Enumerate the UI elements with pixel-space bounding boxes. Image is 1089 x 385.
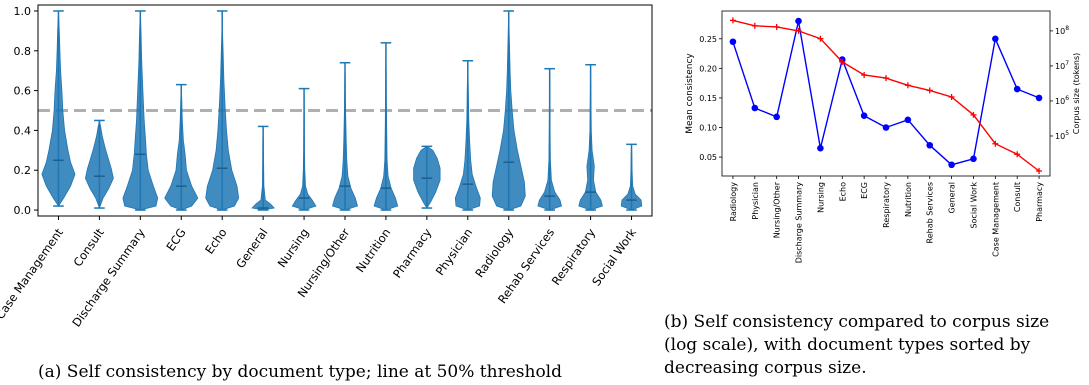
point-nursing — [817, 144, 824, 152]
point-nursing-other — [773, 113, 780, 121]
y-tick-label-left: 0.10 — [699, 124, 717, 133]
line-chart-panel: 0.05 0.10 0.15 0.20 0.25 105 106 107 108 Radiol… — [664, 10, 1081, 378]
caption-b-line-3: decreasing corpus size. — [664, 358, 867, 378]
x-tick-label-b: Echo — [838, 182, 847, 202]
point-physician — [751, 104, 759, 112]
x-tick-label: Discharge Summary — [69, 226, 148, 330]
x-tick-label-b: Nutrition — [904, 182, 913, 217]
x-tick-label-b: ECG — [860, 182, 869, 199]
y-tick-label: 0.6 — [14, 85, 32, 98]
x-tick-label-b: Radiology — [729, 182, 738, 222]
y-tick-label-right: 108 — [1055, 25, 1069, 36]
y-tick-label-left: 0.20 — [699, 64, 717, 73]
x-tick-label-b: Social Work — [969, 182, 978, 229]
y-axis-label-right: Corpus size (tokens) — [1072, 53, 1081, 134]
point-consult — [1013, 85, 1021, 93]
x-tick-label: Physician — [433, 226, 475, 278]
x-tick-label: Nutrition — [353, 226, 393, 275]
y-tick-label: 0.4 — [14, 124, 32, 137]
point-rehab-services — [926, 141, 934, 149]
x-tick-label-b: Physician — [751, 182, 760, 220]
x-tick-label-b: Nursing/Other — [773, 181, 782, 238]
x-tick-label: Pharmacy — [390, 226, 434, 281]
y-tick-label: 0.0 — [14, 204, 32, 217]
x-tick-label-b: Consult — [1013, 182, 1022, 212]
violins-group — [41, 10, 643, 211]
y-tick-exponent-right: 6 — [1065, 95, 1069, 102]
y-tick-label: 0.2 — [14, 164, 32, 177]
x-tick-label: Radiology — [472, 226, 516, 281]
x-axis-ticks-b: Radiology Physician Nursing/Other Discharge… — [729, 176, 1044, 263]
y-tick-label-right: 105 — [1055, 130, 1069, 141]
x-tick-label: Echo — [202, 226, 229, 257]
x-tick-label: General — [233, 226, 270, 271]
y-axis-label-left: Mean consistency — [685, 53, 695, 134]
y-tick-exponent-right: 7 — [1065, 60, 1069, 67]
y-tick-exponent-right: 5 — [1065, 130, 1069, 137]
x-tick-label-b: Rehab Services — [926, 182, 935, 243]
series-line-corpus-size — [732, 19, 1040, 172]
x-tick-label-b: General — [948, 182, 957, 214]
x-tick-label-b: Case Management — [991, 182, 1000, 257]
y-tick-label-left: 0.05 — [699, 153, 717, 162]
y-tick-label-right: 106 — [1055, 95, 1069, 106]
x-tick-label-b: Discharge Summary — [795, 182, 804, 264]
x-tick-label-b: Nursing — [816, 182, 825, 213]
x-tick-label: Case Management — [0, 225, 66, 322]
caption-b-line-2: (log scale), with document types sorted … — [664, 335, 1031, 355]
x-tick-label: Consult — [71, 225, 108, 269]
point-nutrition — [904, 116, 912, 124]
y-tick-label: 0.8 — [14, 45, 32, 58]
point-case-management — [992, 35, 999, 43]
point-respiratory — [882, 124, 890, 131]
plot-area-frame-b — [721, 10, 1051, 177]
y-tick-label-left: 0.15 — [699, 94, 717, 103]
point-pharmacy — [1035, 94, 1043, 102]
y-tick-exponent-right: 8 — [1065, 25, 1069, 32]
violin-chart-panel: 0.0 0.2 0.4 0.6 0.8 1.0 Case Management Consul… — [0, 4, 653, 382]
x-tick-label-b: Pharmacy — [1035, 182, 1044, 222]
point-general — [948, 161, 955, 169]
point-radiology — [729, 38, 737, 46]
caption-a: (a) Self consistency by document type; l… — [38, 362, 562, 382]
x-tick-label-b: Respiratory — [882, 182, 891, 228]
point-discharge-summary — [795, 17, 802, 25]
caption-b-line-1: (b) Self consistency compared to corpus … — [664, 312, 1049, 332]
y-tick-label-left: 0.25 — [699, 35, 717, 44]
y-tick-label: 1.0 — [14, 5, 32, 18]
lines-group — [729, 17, 1043, 175]
y-axis-ticks: 0.0 0.2 0.4 0.6 0.8 1.0 — [14, 5, 38, 217]
y-axis-ticks-left: 0.05 0.10 0.15 0.20 0.25 — [699, 35, 722, 162]
x-tick-label: ECG — [163, 226, 188, 254]
point-social-work — [970, 155, 977, 163]
point-ecg — [860, 112, 868, 119]
y-axis-ticks-right: 105 106 107 108 — [1050, 25, 1069, 141]
x-tick-label: Nursing — [275, 226, 312, 270]
y-tick-label-right: 107 — [1055, 60, 1069, 71]
